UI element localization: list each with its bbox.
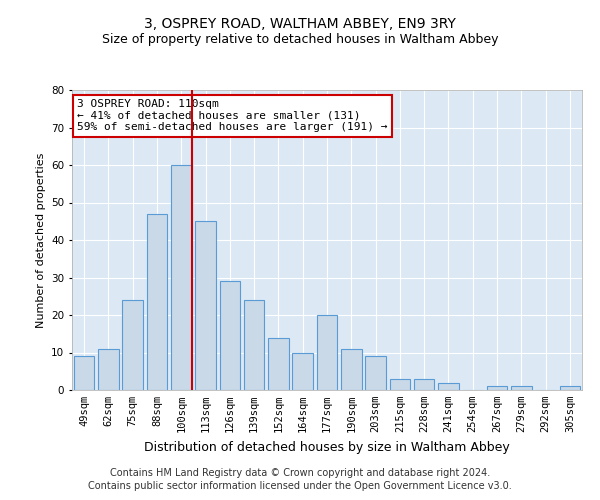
Bar: [414, 379, 434, 390]
Bar: [220, 281, 240, 390]
Bar: [122, 300, 143, 390]
Bar: [438, 382, 459, 390]
Y-axis label: Number of detached properties: Number of detached properties: [35, 152, 46, 328]
X-axis label: Distribution of detached houses by size in Waltham Abbey: Distribution of detached houses by size …: [144, 440, 510, 454]
Bar: [365, 356, 386, 390]
Bar: [389, 379, 410, 390]
Bar: [74, 356, 94, 390]
Text: 3 OSPREY ROAD: 110sqm
← 41% of detached houses are smaller (131)
59% of semi-det: 3 OSPREY ROAD: 110sqm ← 41% of detached …: [77, 99, 388, 132]
Bar: [341, 349, 362, 390]
Text: Contains public sector information licensed under the Open Government Licence v3: Contains public sector information licen…: [88, 481, 512, 491]
Bar: [511, 386, 532, 390]
Bar: [487, 386, 508, 390]
Bar: [244, 300, 265, 390]
Text: Contains HM Land Registry data © Crown copyright and database right 2024.: Contains HM Land Registry data © Crown c…: [110, 468, 490, 477]
Bar: [268, 338, 289, 390]
Bar: [195, 221, 216, 390]
Bar: [292, 352, 313, 390]
Bar: [146, 214, 167, 390]
Bar: [317, 315, 337, 390]
Bar: [98, 349, 119, 390]
Text: 3, OSPREY ROAD, WALTHAM ABBEY, EN9 3RY: 3, OSPREY ROAD, WALTHAM ABBEY, EN9 3RY: [144, 18, 456, 32]
Bar: [560, 386, 580, 390]
Text: Size of property relative to detached houses in Waltham Abbey: Size of property relative to detached ho…: [102, 32, 498, 46]
Bar: [171, 165, 191, 390]
